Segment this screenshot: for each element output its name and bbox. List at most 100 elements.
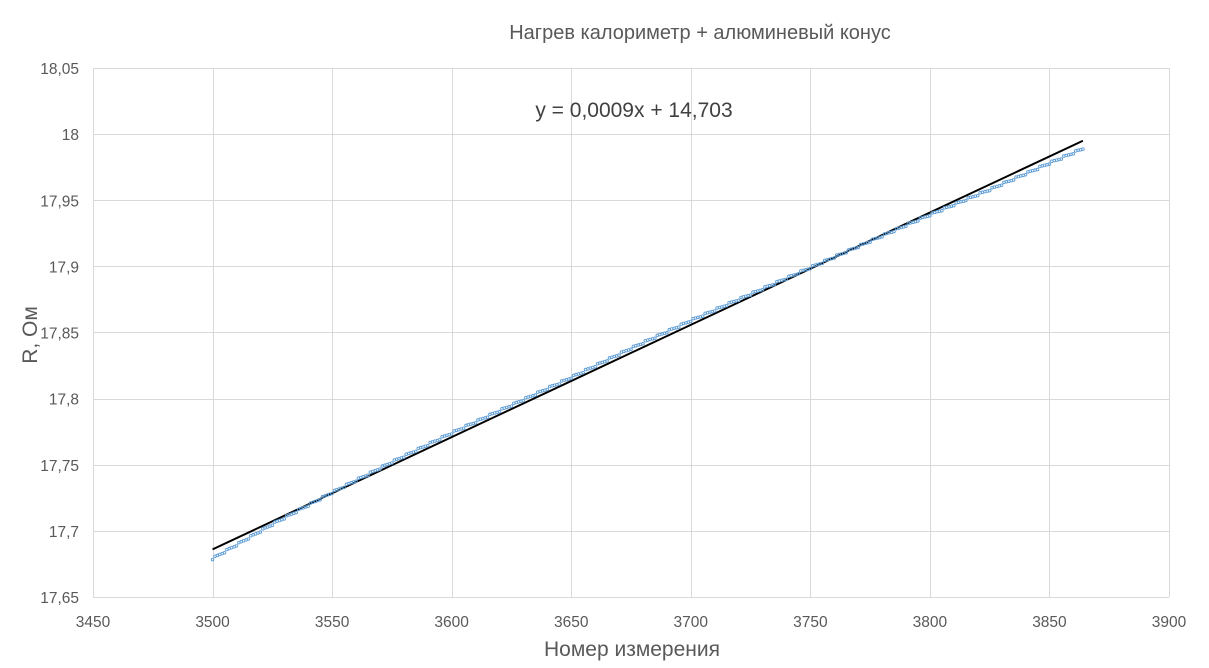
data-point — [414, 449, 418, 454]
data-point — [820, 261, 825, 266]
y-tick-label: 18 — [62, 127, 79, 144]
data-point — [999, 183, 1004, 188]
y-tick-label: 18,05 — [40, 61, 79, 78]
data-point — [665, 330, 669, 335]
y-axis-label: R, Ом — [19, 306, 42, 364]
data-point — [1081, 147, 1085, 151]
data-point — [712, 309, 717, 313]
data-point — [390, 461, 394, 465]
data-point — [832, 256, 836, 260]
data-point — [772, 282, 777, 287]
data-point — [258, 530, 263, 534]
data-point — [426, 443, 430, 448]
x-tick-label: 3800 — [913, 614, 948, 631]
data-point — [617, 353, 621, 357]
x-axis-label: Номер измерения — [544, 638, 720, 661]
data-point — [318, 498, 322, 502]
data-point — [928, 213, 932, 218]
data-point — [1047, 162, 1052, 166]
x-tick-label: 3450 — [76, 614, 111, 631]
x-tick-label: 3500 — [195, 614, 230, 631]
x-tick-label: 3900 — [1152, 614, 1187, 631]
data-point — [557, 382, 562, 386]
data-point — [473, 421, 478, 425]
data-point — [724, 303, 729, 308]
data-point — [796, 272, 801, 276]
data-point — [330, 491, 334, 496]
data-point — [605, 359, 609, 363]
data-point — [904, 224, 908, 229]
data-point — [964, 198, 968, 203]
data-point — [880, 235, 884, 239]
data-point — [509, 404, 514, 408]
data-point — [533, 393, 538, 397]
data-point — [892, 229, 896, 234]
data-point — [593, 365, 597, 369]
data-point — [868, 240, 872, 244]
data-point — [987, 188, 992, 193]
data-point — [1059, 157, 1064, 161]
data-point — [952, 203, 956, 208]
data-point — [581, 370, 585, 375]
data-point — [485, 415, 490, 420]
chart-title: Нагрев калориметр + алюминевый конус — [509, 22, 891, 44]
data-point — [497, 409, 502, 414]
y-tick-label: 17,75 — [40, 458, 79, 475]
y-tick-label: 17,65 — [40, 590, 79, 607]
data-point — [653, 336, 657, 340]
x-tick-label: 3700 — [674, 614, 709, 631]
data-point — [294, 510, 298, 515]
data-point — [629, 347, 633, 352]
x-tick-label: 3550 — [315, 614, 350, 631]
data-point — [975, 193, 980, 198]
data-points — [210, 147, 1085, 562]
x-tick-label: 3850 — [1032, 614, 1067, 631]
data-point — [1011, 178, 1016, 182]
trendline-equation: y = 0,0009x + 14,703 — [535, 99, 732, 122]
y-tick-label: 17,7 — [49, 524, 79, 541]
y-tick-label: 17,8 — [49, 392, 79, 409]
data-point — [270, 523, 275, 527]
y-tick-label: 17,85 — [40, 326, 79, 343]
data-point — [378, 467, 382, 471]
data-point — [306, 504, 310, 508]
data-point — [940, 208, 944, 213]
data-point — [545, 387, 550, 392]
data-point — [437, 438, 442, 442]
data-point — [677, 325, 681, 329]
x-tick-label: 3750 — [793, 614, 828, 631]
x-tick-label: 3650 — [554, 614, 589, 631]
data-point — [784, 277, 789, 281]
data-point — [521, 398, 526, 403]
y-tick-label: 17,9 — [49, 259, 79, 276]
data-point — [222, 550, 227, 555]
data-point — [700, 314, 705, 318]
data-point — [366, 473, 370, 477]
data-point — [844, 250, 848, 255]
y-tick-label: 17,95 — [40, 193, 79, 210]
data-point — [210, 557, 215, 562]
data-point — [1071, 151, 1076, 156]
data-point — [760, 288, 765, 292]
data-point — [246, 537, 251, 541]
data-point — [569, 376, 573, 381]
data-point — [1035, 167, 1040, 172]
x-tick-label: 3600 — [434, 614, 469, 631]
data-point — [342, 485, 346, 490]
data-point — [234, 544, 239, 548]
data-point — [461, 426, 466, 431]
gridlines — [93, 68, 1170, 598]
data-point — [641, 341, 645, 346]
data-point — [402, 455, 406, 459]
data-point — [736, 298, 741, 303]
data-point — [748, 293, 753, 297]
data-point — [282, 517, 287, 521]
data-point — [689, 319, 693, 324]
tick-labels: 3450 3500 3550 3600 3650 3700 3750 3800 3850 3900… — [40, 61, 1186, 631]
data-point — [354, 479, 358, 484]
data-point — [1023, 172, 1028, 177]
data-point — [449, 432, 454, 436]
data-point — [916, 219, 920, 223]
